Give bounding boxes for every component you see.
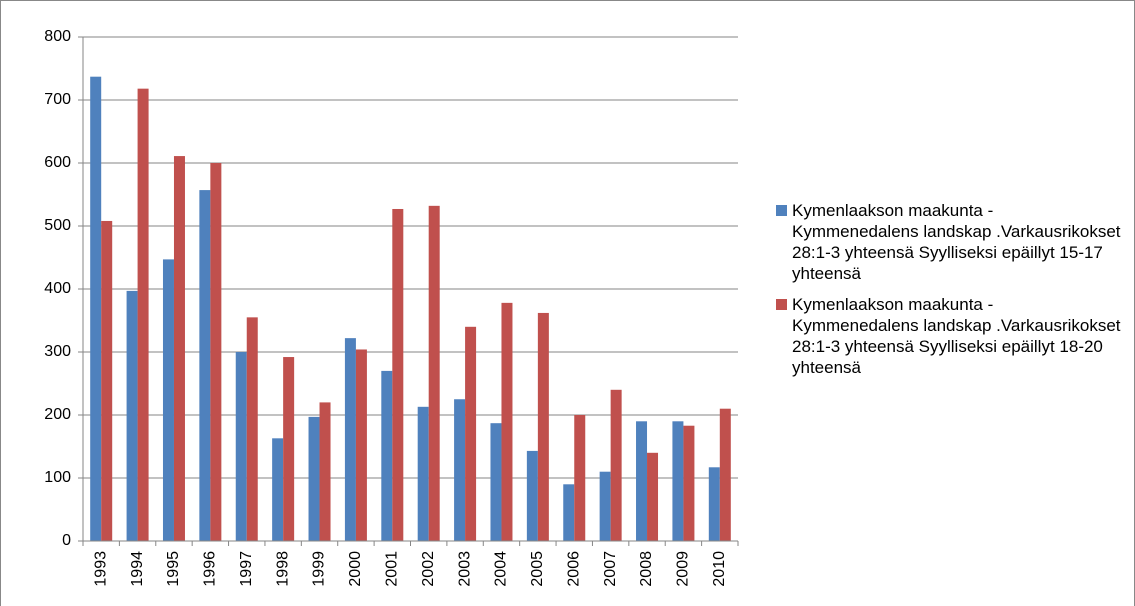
y-tick-label: 400	[44, 280, 71, 297]
y-tick-label: 300	[44, 343, 71, 360]
bar	[235, 352, 247, 541]
x-tick-label: 2000	[347, 551, 364, 587]
bar	[501, 302, 513, 541]
bar	[173, 156, 185, 541]
x-tick-label: 2009	[675, 551, 692, 587]
bar	[272, 438, 284, 541]
bar	[308, 416, 320, 541]
bar	[199, 190, 211, 541]
bar	[683, 425, 695, 541]
x-tick-label: 1996	[202, 551, 219, 587]
bar	[574, 415, 586, 541]
legend-label: Kymenlaakson maakunta - Kymmenedalens la…	[792, 201, 1121, 283]
legend-item: Kymenlaakson maakunta - Kymmenedalens la…	[776, 294, 1121, 378]
x-tick-label: 1997	[238, 551, 255, 587]
bar	[283, 357, 295, 541]
x-tick-label: 1994	[129, 551, 146, 587]
x-tick-label: 2010	[711, 551, 728, 587]
x-tick-label: 2005	[529, 551, 546, 587]
y-tick-label: 800	[44, 28, 71, 45]
bar	[428, 205, 440, 541]
bar	[537, 312, 549, 541]
bar	[137, 88, 149, 541]
legend: Kymenlaakson maakunta - Kymmenedalens la…	[776, 200, 1121, 388]
y-tick-label: 500	[44, 217, 71, 234]
bar	[563, 484, 575, 541]
legend-item: Kymenlaakson maakunta - Kymmenedalens la…	[776, 200, 1121, 284]
x-tick-label: 1995	[165, 551, 182, 587]
bar	[465, 326, 477, 541]
bar	[392, 208, 404, 542]
y-tick-label: 600	[44, 154, 71, 171]
x-tick-label: 2004	[493, 551, 510, 587]
y-tick-label: 0	[62, 532, 71, 549]
bar	[381, 370, 393, 541]
bar	[246, 317, 258, 541]
bar	[126, 290, 138, 541]
x-tick-label: 1993	[92, 551, 109, 587]
x-tick-label: 2003	[456, 551, 473, 587]
x-tick-label: 1998	[274, 551, 291, 587]
bar	[526, 450, 538, 541]
x-tick-label: 2006	[565, 551, 582, 587]
bar	[599, 471, 611, 541]
x-tick-label: 2001	[384, 551, 401, 587]
legend-swatch	[776, 299, 787, 310]
bar	[610, 389, 622, 541]
bar	[355, 349, 367, 541]
y-tick-label: 200	[44, 406, 71, 423]
x-tick-label: 1999	[311, 551, 328, 587]
x-tick-label: 2002	[420, 551, 437, 587]
bar	[344, 338, 356, 541]
x-tick-label: 2007	[602, 551, 619, 587]
bar	[210, 163, 222, 541]
bar	[719, 408, 731, 541]
bar	[162, 259, 174, 541]
y-tick-label: 100	[44, 469, 71, 486]
bar	[672, 421, 684, 541]
bar	[319, 402, 331, 541]
bar	[636, 421, 648, 541]
bar	[417, 406, 429, 541]
y-tick-label: 700	[44, 91, 71, 108]
bar	[490, 423, 502, 541]
bar	[90, 76, 102, 541]
bar	[101, 220, 113, 541]
bar	[708, 467, 720, 541]
bar	[454, 399, 466, 541]
legend-label: Kymenlaakson maakunta - Kymmenedalens la…	[792, 295, 1121, 377]
bar	[647, 452, 659, 541]
x-tick-label: 2008	[638, 551, 655, 587]
legend-swatch	[776, 205, 787, 216]
